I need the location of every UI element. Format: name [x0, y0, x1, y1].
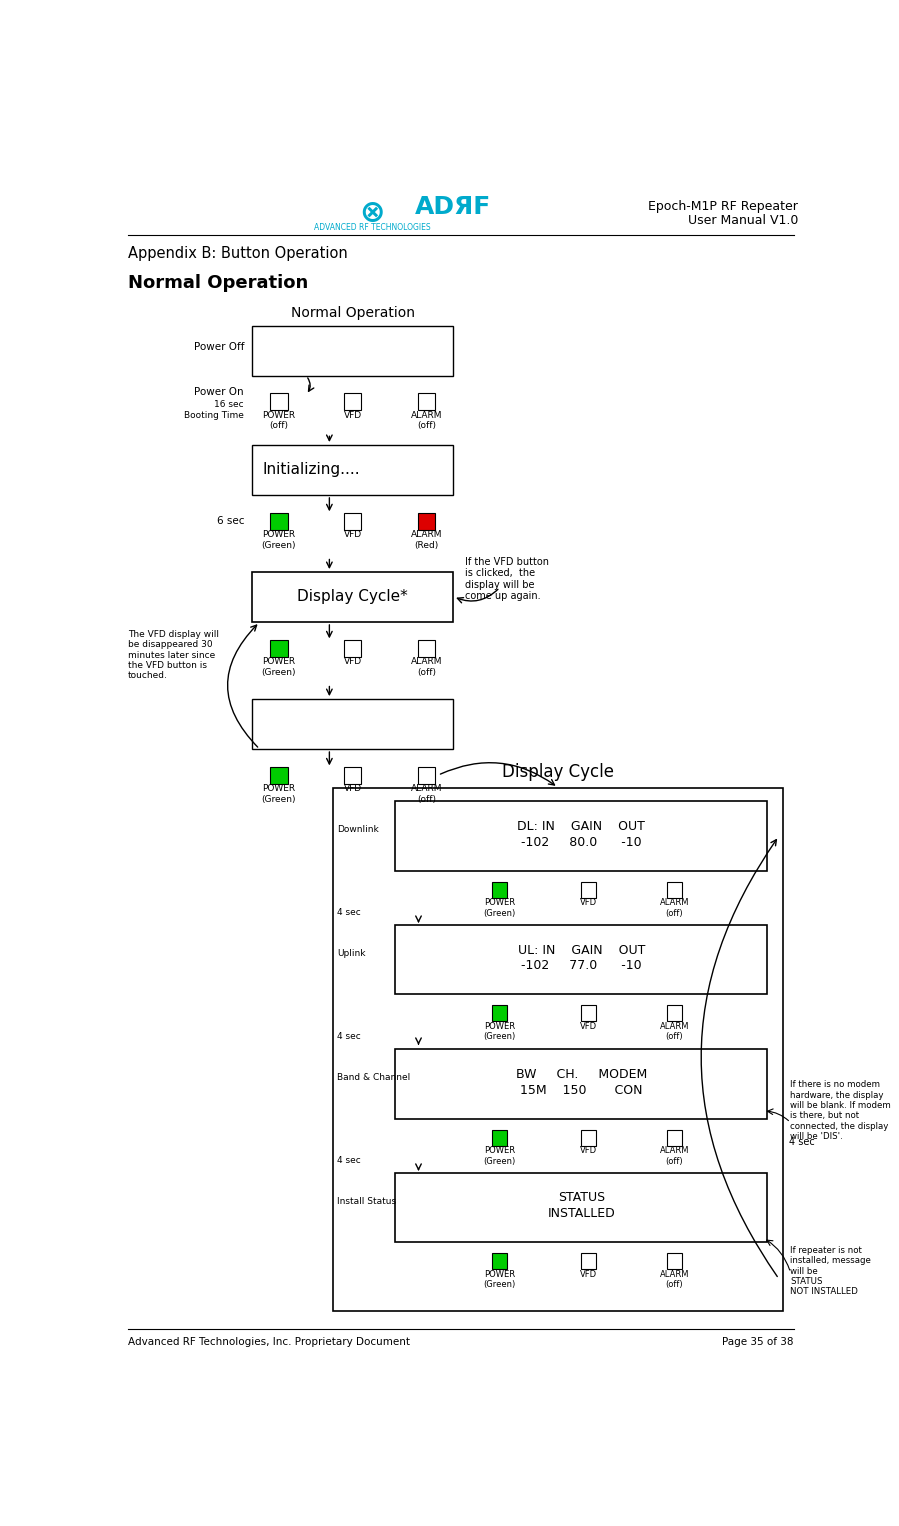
- Text: Normal Operation: Normal Operation: [290, 307, 414, 320]
- Bar: [396, 925, 767, 993]
- Bar: [334, 787, 783, 1311]
- Text: ALARM
(off): ALARM (off): [411, 410, 442, 430]
- Bar: [344, 513, 361, 530]
- Text: Page 35 of 38: Page 35 of 38: [722, 1337, 794, 1346]
- Bar: [666, 882, 682, 897]
- Bar: [396, 801, 767, 871]
- Bar: [581, 882, 596, 897]
- Text: VFD: VFD: [343, 410, 361, 420]
- Bar: [271, 394, 288, 410]
- Bar: [492, 1253, 507, 1268]
- Text: User Manual V1.0: User Manual V1.0: [688, 214, 798, 227]
- Text: VFD: VFD: [580, 1146, 597, 1155]
- Text: Initializing....: Initializing....: [263, 462, 360, 478]
- Bar: [252, 699, 453, 749]
- Text: VFD: VFD: [343, 531, 361, 539]
- Text: 4 sec: 4 sec: [337, 1155, 360, 1164]
- Text: POWER
(off): POWER (off): [263, 410, 296, 430]
- Bar: [396, 1050, 767, 1119]
- Text: POWER
(Green): POWER (Green): [484, 1021, 515, 1041]
- Text: Display Cycle*: Display Cycle*: [298, 589, 408, 604]
- Bar: [581, 1131, 596, 1146]
- Bar: [271, 639, 288, 656]
- Text: POWER
(Green): POWER (Green): [484, 899, 515, 917]
- Text: ALARM
(off): ALARM (off): [411, 784, 442, 804]
- Bar: [344, 394, 361, 410]
- Text: 6 sec: 6 sec: [217, 516, 245, 526]
- Text: Normal Operation: Normal Operation: [128, 275, 308, 291]
- Text: Power Off: Power Off: [193, 342, 245, 353]
- Text: If there is no modem
hardware, the display
will be blank. If modem
is there, but: If there is no modem hardware, the displ…: [790, 1080, 891, 1141]
- Text: Appendix B: Button Operation: Appendix B: Button Operation: [128, 246, 348, 261]
- Text: Downlink: Downlink: [337, 826, 378, 835]
- Bar: [418, 513, 435, 530]
- Bar: [344, 766, 361, 784]
- Text: DL: IN    GAIN    OUT: DL: IN GAIN OUT: [517, 821, 645, 833]
- Text: INSTALLED: INSTALLED: [547, 1207, 615, 1219]
- Text: ALARM
(off): ALARM (off): [660, 899, 689, 917]
- Text: -102     77.0      -10: -102 77.0 -10: [521, 958, 642, 972]
- Bar: [418, 394, 435, 410]
- Text: POWER
(Green): POWER (Green): [262, 531, 297, 549]
- Text: 4 sec: 4 sec: [337, 908, 360, 917]
- Text: ADVANCED RF TECHNOLOGIES: ADVANCED RF TECHNOLOGIES: [314, 223, 431, 232]
- Text: POWER
(Green): POWER (Green): [484, 1270, 515, 1289]
- Bar: [418, 766, 435, 784]
- Text: The VFD display will
be disappeared 30
minutes later since
the VFD button is
tou: The VFD display will be disappeared 30 m…: [128, 630, 218, 681]
- Bar: [581, 1253, 596, 1268]
- Text: ALARM
(off): ALARM (off): [660, 1021, 689, 1041]
- Text: BW     CH.     MODEM: BW CH. MODEM: [516, 1068, 647, 1082]
- Bar: [492, 1131, 507, 1146]
- Text: Power On: Power On: [194, 388, 245, 397]
- Text: ALARM
(Red): ALARM (Red): [411, 531, 442, 549]
- Text: ALARM
(off): ALARM (off): [660, 1270, 689, 1289]
- Bar: [666, 1253, 682, 1268]
- Bar: [666, 1131, 682, 1146]
- Bar: [396, 1172, 767, 1242]
- Text: POWER
(Green): POWER (Green): [262, 658, 297, 678]
- Bar: [492, 1006, 507, 1021]
- Text: VFD: VFD: [580, 899, 597, 908]
- Text: VFD: VFD: [580, 1021, 597, 1030]
- Bar: [252, 446, 453, 494]
- Text: Advanced RF Technologies, Inc. Proprietary Document: Advanced RF Technologies, Inc. Proprieta…: [128, 1337, 410, 1346]
- Text: ALARM
(off): ALARM (off): [660, 1146, 689, 1166]
- Text: VFD: VFD: [343, 784, 361, 794]
- Bar: [581, 1006, 596, 1021]
- Text: POWER
(Green): POWER (Green): [484, 1146, 515, 1166]
- Bar: [344, 639, 361, 656]
- Text: UL: IN    GAIN    OUT: UL: IN GAIN OUT: [518, 943, 645, 957]
- Text: ADЯF: ADЯF: [414, 195, 491, 218]
- Bar: [271, 766, 288, 784]
- Text: Install Status: Install Status: [337, 1196, 396, 1206]
- Text: 4 sec: 4 sec: [337, 1033, 360, 1041]
- Bar: [492, 882, 507, 897]
- Text: -102     80.0      -10: -102 80.0 -10: [521, 836, 642, 848]
- Bar: [271, 513, 288, 530]
- Text: ⊗: ⊗: [360, 198, 385, 227]
- Bar: [418, 639, 435, 656]
- Text: Display Cycle: Display Cycle: [502, 763, 614, 781]
- Text: If the VFD button
is clicked,  the
display will be
come up again.: If the VFD button is clicked, the displa…: [465, 557, 549, 601]
- Text: VFD: VFD: [343, 658, 361, 667]
- Bar: [252, 325, 453, 375]
- Bar: [666, 1006, 682, 1021]
- Text: 4 sec: 4 sec: [789, 1137, 814, 1146]
- Bar: [252, 572, 453, 623]
- Text: If repeater is not
installed, message
will be
STATUS
NOT INSTALLED: If repeater is not installed, message wi…: [790, 1245, 871, 1296]
- Text: Epoch-M1P RF Repeater: Epoch-M1P RF Repeater: [648, 200, 798, 214]
- Text: Band & Channel: Band & Channel: [337, 1073, 410, 1082]
- Text: 16 sec
Booting Time: 16 sec Booting Time: [184, 400, 245, 420]
- Text: Uplink: Uplink: [337, 949, 366, 958]
- Text: STATUS: STATUS: [557, 1192, 605, 1204]
- Text: ALARM
(off): ALARM (off): [411, 658, 442, 678]
- Text: 15M    150       CON: 15M 150 CON: [520, 1083, 643, 1097]
- Text: VFD: VFD: [580, 1270, 597, 1279]
- Text: POWER
(Green): POWER (Green): [262, 784, 297, 804]
